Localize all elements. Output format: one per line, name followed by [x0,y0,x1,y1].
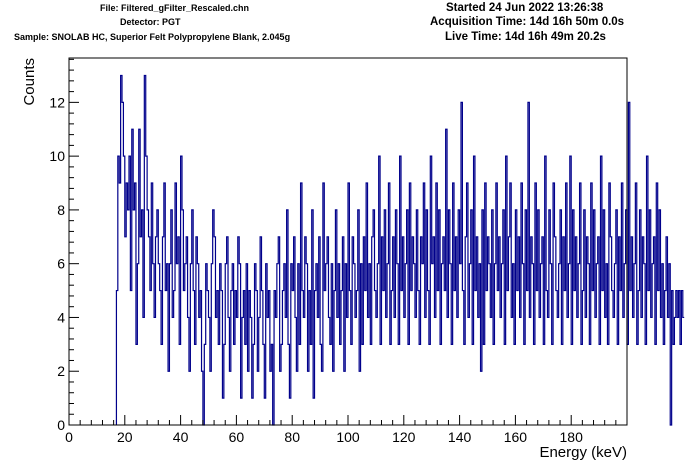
x-tick-label: 120 [392,429,416,445]
x-tick-label: 60 [229,429,245,445]
y-tick-label: 10 [49,148,65,164]
histogram-line-0 [115,74,685,426]
y-tick-label: 0 [57,417,65,433]
x-tick-label: 140 [448,429,472,445]
y-axis: 0 2 4 6 8 10 12 [49,58,79,433]
y-axis-title: Counts [21,58,38,106]
x-tick-label: 0 [65,429,73,445]
live-time-label: Live Time: 14d 16h 49m 20.2s [445,31,606,43]
x-axis-title: Energy (keV) [539,444,627,461]
sample-label: Sample: SNOLAB HC, Superior Felt Polypro… [14,32,291,42]
start-time-label: Started 24 Jun 2022 13:26:38 [446,2,604,14]
y-tick-label: 6 [57,256,65,272]
file-label: File: Filtered_gFilter_Rescaled.chn [100,3,250,13]
y-tick-label: 8 [57,202,65,218]
x-axis: 0 20 40 60 80 100 120 140 160 180 [65,415,628,445]
x-tick-label: 180 [560,429,584,445]
y-tick-label: 2 [57,363,65,379]
detector-label: Detector: PGT [120,17,181,27]
x-tick-label: 20 [117,429,133,445]
y-tick-label: 12 [49,94,65,110]
x-tick-label: 160 [504,429,528,445]
y-tick-label: 4 [57,309,65,325]
histogram-series [115,74,685,426]
acquisition-time-label: Acquisition Time: 14d 16h 50m 0.0s [430,16,625,28]
x-tick-label: 80 [284,429,300,445]
x-tick-label: 100 [336,429,360,445]
x-tick-label: 40 [173,429,189,445]
